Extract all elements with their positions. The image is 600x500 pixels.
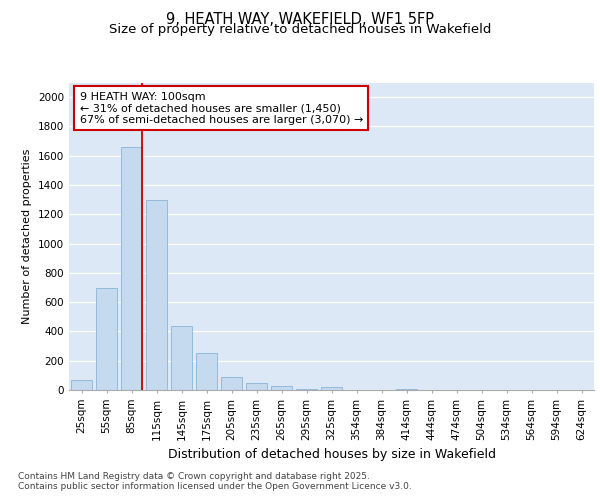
Bar (196, 354, 217, 390)
Bar (396, 388, 417, 390)
Y-axis label: Number of detached properties: Number of detached properties (22, 148, 32, 324)
Text: Size of property relative to detached houses in Wakefield: Size of property relative to detached ho… (109, 22, 491, 36)
Bar (221, 377, 242, 390)
X-axis label: Distribution of detached houses by size in Wakefield: Distribution of detached houses by size … (167, 448, 496, 461)
Bar (296, 388, 317, 390)
Text: Contains HM Land Registry data © Crown copyright and database right 2025.: Contains HM Land Registry data © Crown c… (18, 472, 370, 481)
Bar (246, 382, 267, 390)
Text: 9 HEATH WAY: 100sqm
← 31% of detached houses are smaller (1,450)
67% of semi-det: 9 HEATH WAY: 100sqm ← 31% of detached ho… (79, 92, 363, 125)
Bar (121, 147, 142, 390)
Text: 9, HEATH WAY, WAKEFIELD, WF1 5FP: 9, HEATH WAY, WAKEFIELD, WF1 5FP (166, 12, 434, 28)
Bar (71, 380, 92, 390)
Text: Contains public sector information licensed under the Open Government Licence v3: Contains public sector information licen… (18, 482, 412, 491)
Bar (171, 326, 192, 390)
Bar (321, 387, 342, 390)
Bar (271, 386, 292, 390)
Bar (96, 288, 117, 390)
Bar (146, 200, 167, 390)
